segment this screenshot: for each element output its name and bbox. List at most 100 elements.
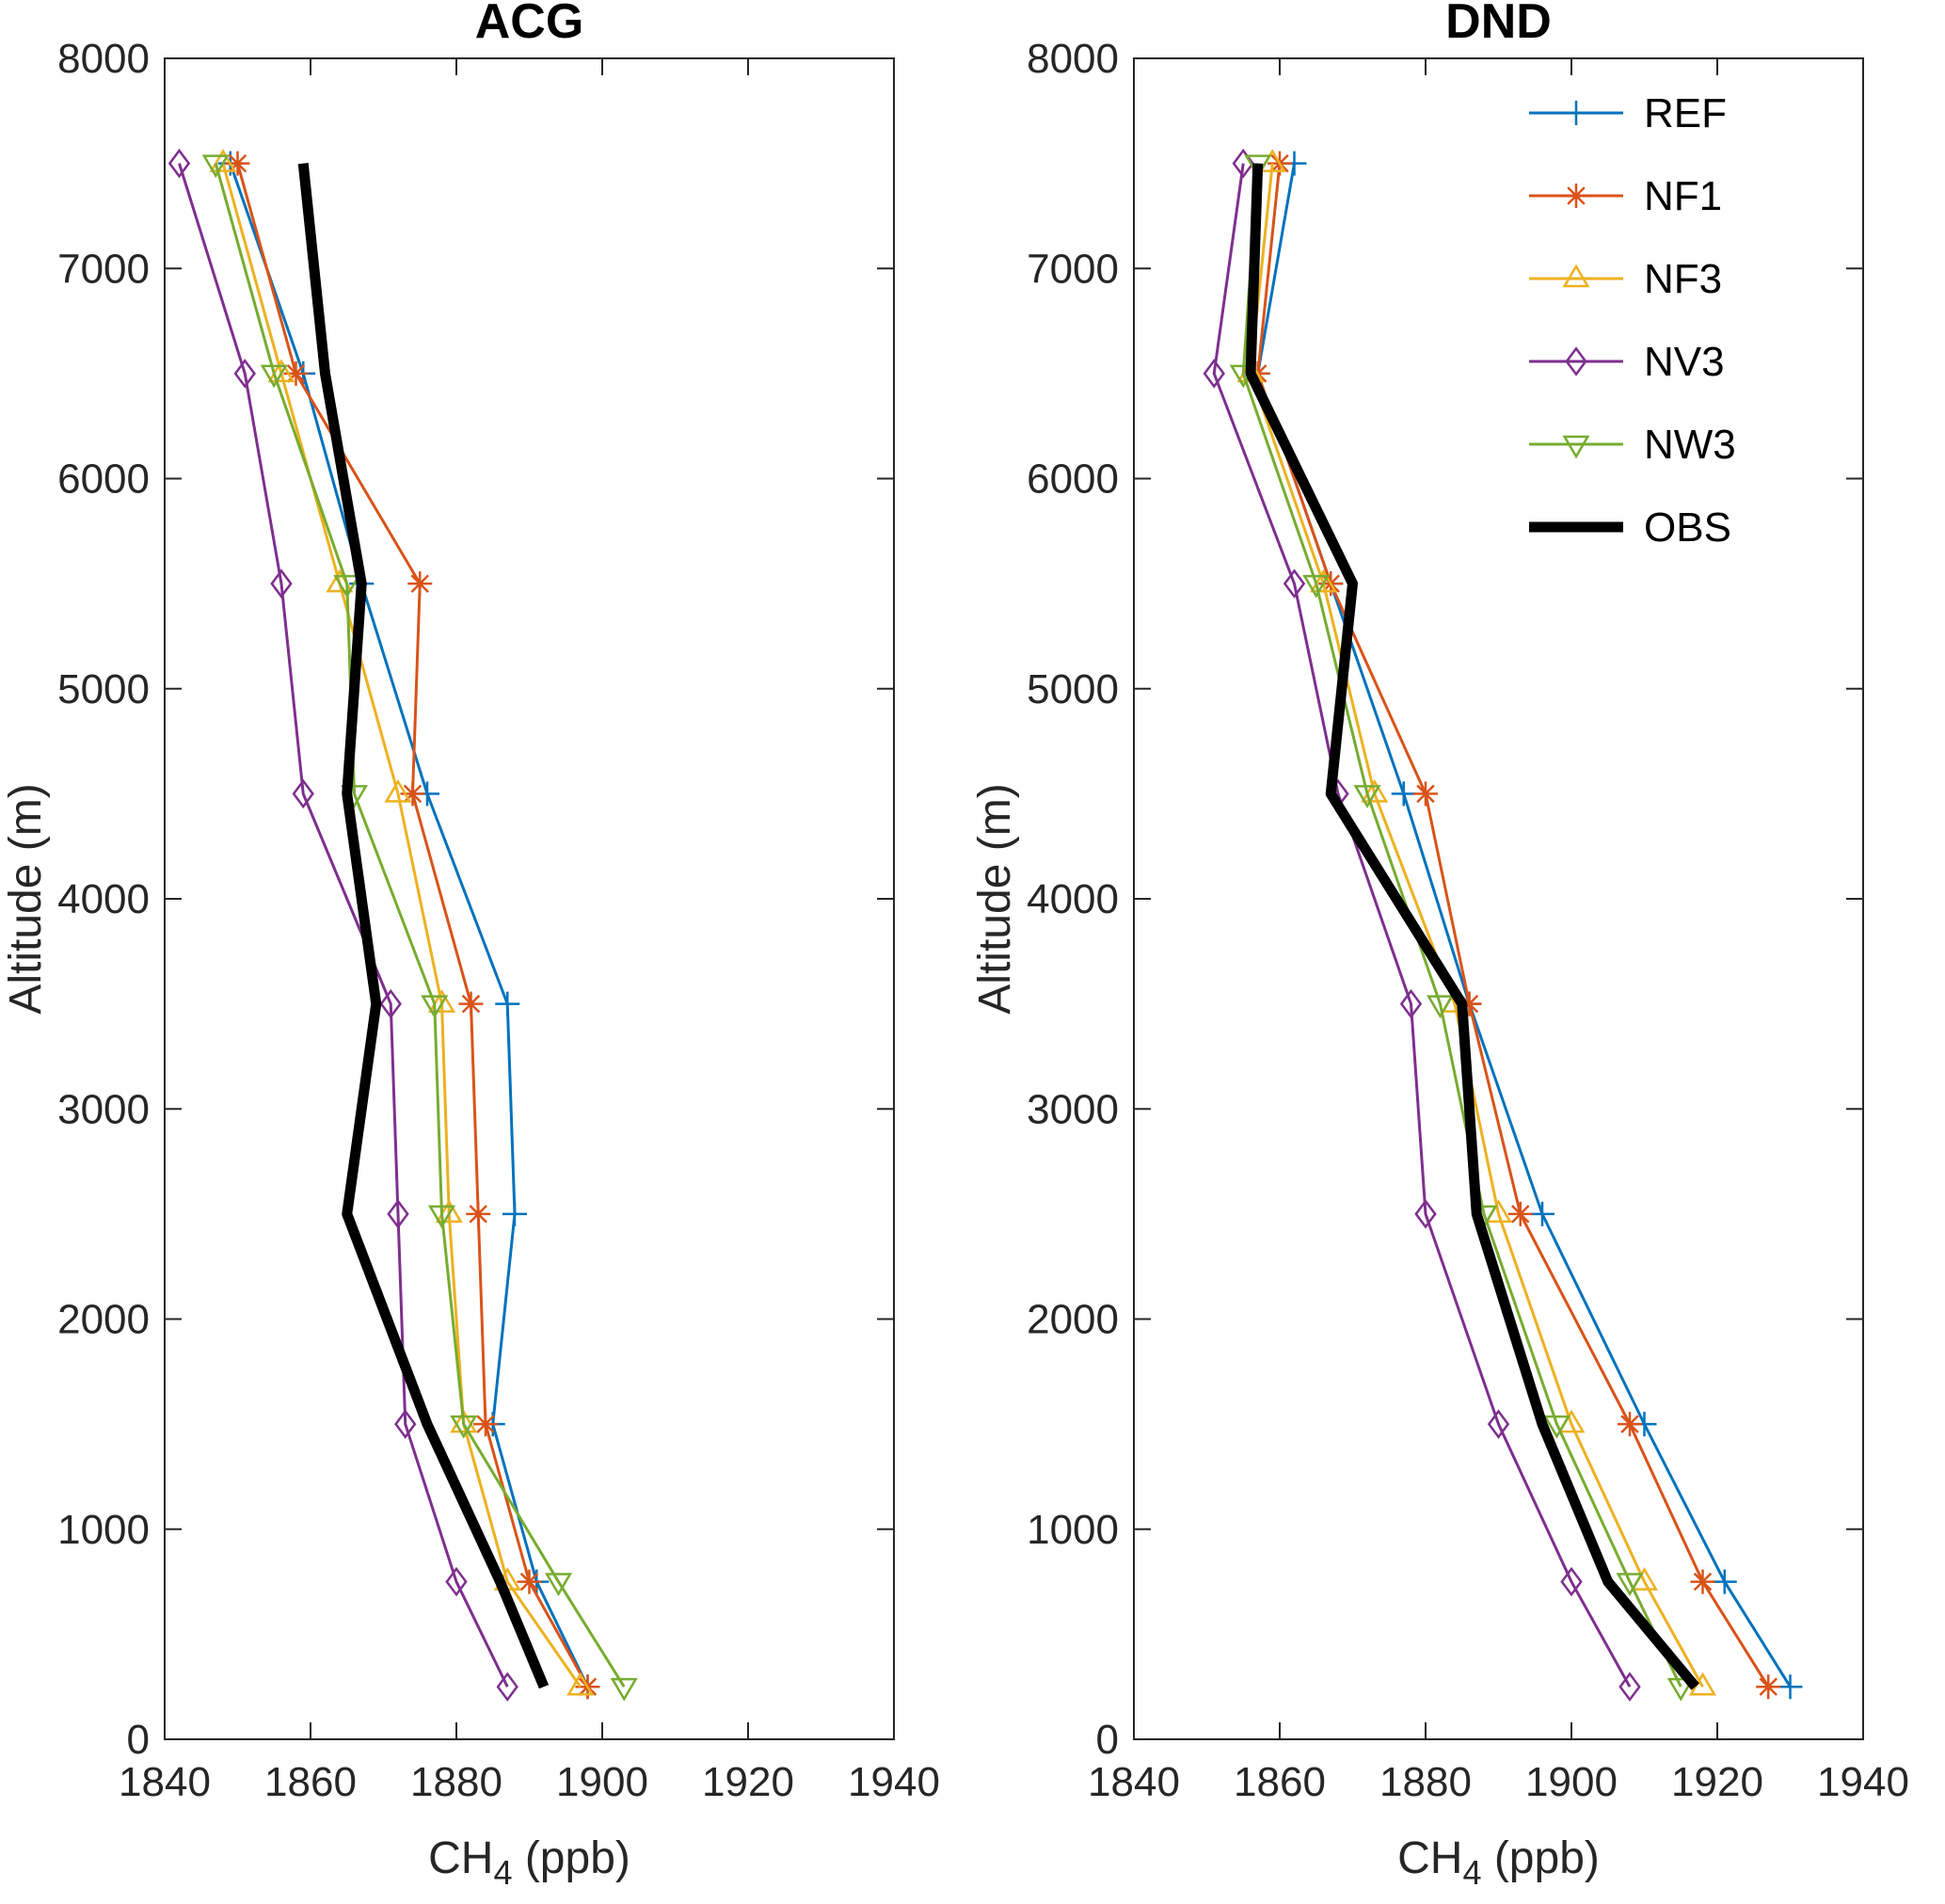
plot-area <box>165 58 894 1739</box>
x-axis-label: CH4 (ppb) <box>428 1833 630 1892</box>
diamond-marker <box>1232 148 1254 179</box>
series-OBS-line <box>297 163 550 1689</box>
diamond-marker <box>1565 346 1587 376</box>
legend-label-NW3: NW3 <box>1644 422 1736 468</box>
axis-ticks <box>1133 57 1864 1740</box>
plus-marker <box>1530 1201 1554 1226</box>
diamond-marker <box>270 568 293 599</box>
series-NV3-line <box>178 163 509 1688</box>
x-axis-label: CH4 (ppb) <box>1397 1833 1600 1892</box>
asterisk-marker <box>400 781 425 807</box>
series-NV3-markers <box>167 148 518 1702</box>
y-tick-label: 4000 <box>1027 876 1119 922</box>
triangle-down-marker <box>427 1205 456 1229</box>
x-tick-label: 1920 <box>1671 1759 1763 1805</box>
triangle-up-marker <box>450 1409 478 1433</box>
triangle-up-marker <box>435 1199 463 1224</box>
x-tick-label: 1860 <box>264 1759 357 1805</box>
diamond-marker <box>1203 359 1225 389</box>
plus-marker <box>1778 1674 1803 1700</box>
y-tick-label: 2000 <box>1027 1297 1119 1343</box>
asterisk-marker <box>1690 1569 1715 1594</box>
x-tick-label: 1920 <box>702 1759 794 1805</box>
diamond-marker <box>387 1199 409 1229</box>
diamond-marker <box>1487 1409 1510 1439</box>
x-tick-label: 1940 <box>848 1759 940 1805</box>
triangle-up-marker <box>1562 264 1590 288</box>
y-tick-label: 3000 <box>1027 1086 1119 1132</box>
y-tick-label: 8000 <box>57 36 150 82</box>
x-tick-label: 1840 <box>1088 1759 1180 1805</box>
series-NW3-markers <box>201 154 638 1702</box>
legend: REF NF1 NF3 NV3 NW3 OBS <box>1529 90 1736 551</box>
y-tick-label: 6000 <box>1027 456 1119 503</box>
panel-title: DND <box>1445 0 1552 49</box>
plot-area <box>1134 58 1863 1739</box>
y-tick-label: 5000 <box>1027 666 1119 712</box>
asterisk-marker <box>473 1412 498 1437</box>
legend-item-REF: REF <box>1529 90 1727 136</box>
triangle-down-marker <box>450 1415 478 1439</box>
asterisk-marker <box>517 1569 542 1594</box>
triangle-up-marker <box>209 149 237 172</box>
x-tick-label: 1880 <box>1379 1759 1472 1805</box>
x-tick-label: 1940 <box>1817 1759 1909 1805</box>
y-tick-label: 0 <box>127 1717 150 1763</box>
plus-marker <box>1712 1569 1737 1594</box>
y-tick-label: 1000 <box>57 1507 150 1553</box>
diamond-marker <box>496 1672 518 1702</box>
diamond-marker <box>1399 988 1423 1019</box>
x-tick-label: 1880 <box>410 1759 502 1805</box>
diamond-marker <box>1618 1672 1641 1702</box>
diamond-marker <box>394 1409 417 1439</box>
plus-marker <box>495 991 520 1016</box>
x-tick-label: 1860 <box>1234 1759 1326 1805</box>
legend-label-NV3: NV3 <box>1644 339 1725 385</box>
asterisk-marker <box>407 571 433 597</box>
asterisk-marker <box>1507 1201 1533 1226</box>
y-axis-label: Altitude (m) <box>1 783 51 1014</box>
panel-acg: 1840 1860 1880 1900 1920 1940 0 1000 2000 3000 400… <box>1 0 940 1892</box>
x-tick-label: 1840 <box>119 1759 211 1805</box>
y-tick-label: 6000 <box>57 456 150 503</box>
y-tick-label: 3000 <box>57 1086 150 1132</box>
series-NF3-line <box>1249 163 1704 1688</box>
panel-dnd: 1840 1860 1880 1900 1920 1940 0 1000 2000 3000 400… <box>970 0 1909 1892</box>
panel-title: ACG <box>475 0 584 49</box>
triangle-down-marker <box>1542 1415 1571 1439</box>
axis-ticks <box>164 57 895 1740</box>
legend-label-OBS: OBS <box>1644 504 1731 551</box>
diamond-marker <box>292 778 314 809</box>
asterisk-marker <box>1618 1412 1642 1437</box>
triangle-down-marker <box>544 1573 573 1597</box>
y-tick-label: 7000 <box>57 246 150 292</box>
legend-item-NV3: NV3 <box>1529 339 1725 385</box>
y-axis-label: Altitude (m) <box>970 783 1020 1014</box>
plus-marker <box>1564 101 1588 125</box>
triangle-up-marker <box>384 778 412 803</box>
series-OBS-line <box>1245 163 1699 1690</box>
asterisk-marker <box>1756 1674 1781 1700</box>
asterisk-marker <box>1457 991 1482 1016</box>
y-tick-label: 5000 <box>57 666 150 712</box>
x-tick-label: 1900 <box>1525 1759 1618 1805</box>
plus-marker <box>502 1201 527 1226</box>
triangle-down-marker <box>1353 785 1381 808</box>
y-tick-label: 7000 <box>1027 246 1119 292</box>
legend-item-OBS: OBS <box>1529 504 1731 551</box>
asterisk-marker <box>466 1201 491 1226</box>
y-tick-label: 0 <box>1096 1717 1119 1763</box>
legend-item-NF1: NF1 <box>1529 173 1722 219</box>
triangle-up-marker <box>566 1672 595 1696</box>
legend-label-NF1: NF1 <box>1644 173 1722 219</box>
diamond-marker <box>1560 1566 1583 1597</box>
series-NW3-line <box>1241 163 1682 1688</box>
diamond-marker <box>1283 568 1306 599</box>
triangle-up-marker <box>427 989 456 1013</box>
triangle-down-marker <box>1562 435 1590 459</box>
y-tick-label: 4000 <box>57 876 150 922</box>
asterisk-marker <box>1413 781 1438 807</box>
diamond-marker <box>445 1566 468 1597</box>
asterisk-marker <box>458 991 484 1016</box>
x-tick-label: 1900 <box>556 1759 648 1805</box>
